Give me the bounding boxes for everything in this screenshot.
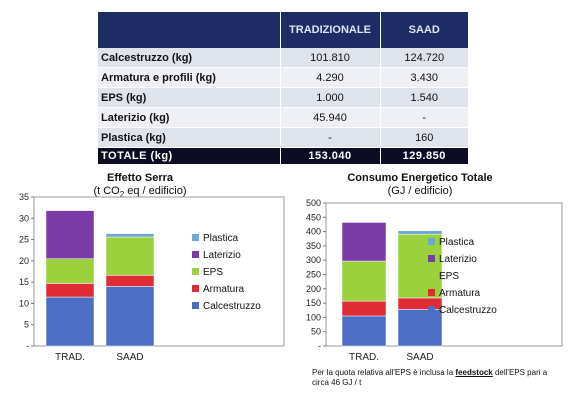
chart1-category-label: SAAD (116, 352, 143, 363)
legend-swatch-armatura (192, 285, 199, 292)
cell-trad: 4.290 (279, 67, 380, 88)
chart2-ytick-label: 350 (306, 241, 321, 251)
chart1-ytick-label: 25 (19, 235, 29, 245)
legend-swatch-armatura (428, 289, 435, 296)
chart1-category-label: TRAD. (55, 352, 85, 363)
chart1-ytick-label: 5 (24, 320, 29, 330)
table-row: Armatura e profili (kg) 4.290 3.430 (98, 67, 468, 88)
bar-segment-plastica (397, 230, 443, 235)
table-row: EPS (kg) 1.000 1.540 (98, 87, 468, 108)
row-label: EPS (kg) (98, 87, 280, 108)
bar-segment-calcestruzzo (341, 315, 387, 347)
legend-label-plastica: Plastica (203, 233, 238, 244)
bar-segment-calcestruzzo (105, 286, 155, 347)
chart2-title: Consumo Energetico Totale (347, 172, 493, 184)
chart2-subtitle: (GJ / edificio) (387, 185, 453, 197)
chart1-ytick-label: 30 (19, 213, 29, 223)
legend-swatch-laterizio (192, 251, 199, 258)
chart2-ytick-label: 300 (306, 255, 321, 265)
chart2-category-label: SAAD (406, 352, 433, 363)
chart1-ytick-label: 20 (19, 256, 29, 266)
chart2-ytick-label: 200 (306, 284, 321, 294)
chart2-ytick-label: 250 (306, 270, 321, 280)
bar-segment-armatura (105, 275, 155, 287)
chart2-category-label: TRAD. (349, 352, 379, 363)
table-header-row: TRADIZIONALE SAAD (98, 12, 468, 48)
bar-segment-armatura (397, 297, 443, 310)
total-saad: 129.850 (379, 147, 468, 165)
feedstock-term: feedstock (455, 368, 493, 377)
bar-segment-armatura (45, 283, 95, 298)
chart2-ytick-label: 50 (311, 327, 321, 337)
cell-saad: 160 (379, 127, 468, 148)
legend-label-calcestruzzo: Calcestruzzo (203, 301, 261, 312)
chart2-ytick-label: 150 (306, 298, 321, 308)
chart1-ytick-label: - (26, 341, 29, 351)
bar-segment-calcestruzzo (397, 309, 443, 347)
legend-label-laterizio: Laterizio (439, 254, 477, 265)
row-label: Plastica (kg) (98, 127, 280, 148)
total-trad: 153.040 (279, 147, 380, 165)
chart1-title-block: Effetto Serra (t CO2 eq / edificio) (40, 172, 240, 201)
row-label: Calcestruzzo (kg) (98, 48, 280, 68)
chart1-subtitle: (t CO2 eq / edificio) (93, 185, 187, 200)
legend-label-laterizio: Laterizio (203, 250, 241, 261)
bar-segment-laterizio (341, 222, 387, 262)
legend-swatch-eps (192, 268, 199, 275)
bar-segment-calcestruzzo (45, 296, 95, 347)
bar-segment-armatura (341, 300, 387, 317)
cell-saad: 124.720 (379, 48, 468, 68)
bar-segment-laterizio (45, 210, 95, 259)
bar-segment-eps (105, 236, 155, 276)
legend-swatch-calcestruzzo (192, 302, 199, 309)
materials-table: TRADIZIONALE SAAD Calcestruzzo (kg) 101.… (98, 12, 468, 165)
cell-trad: 101.810 (279, 48, 380, 68)
footnote: Per la quota relativa all'EPS è inclusa … (312, 368, 548, 387)
cell-saad: - (379, 107, 468, 128)
bar-segment-plastica (105, 233, 155, 238)
cell-saad: 1.540 (379, 87, 468, 108)
table-row: Calcestruzzo (kg) 101.810 124.720 (98, 48, 468, 68)
bar-segment-eps (397, 233, 443, 299)
chart2-ytick-label: 100 (306, 312, 321, 322)
cell-saad: 3.430 (379, 67, 468, 88)
table-total-row: TOTALE (kg) 153.040 129.850 (98, 147, 468, 165)
row-label: Laterizio (kg) (98, 107, 280, 128)
cell-trad: - (279, 127, 380, 148)
chart1-ytick-label: 10 (19, 298, 29, 308)
chart2-ytick-label: 500 (306, 198, 321, 208)
legend-label-armatura: Armatura (203, 284, 245, 295)
chart2-ytick-label: 450 (306, 212, 321, 222)
chart1-title: Effetto Serra (106, 172, 174, 184)
chart1-plot-frame (33, 196, 285, 347)
chart1-ytick-label: 35 (19, 192, 29, 202)
chart2-title-block: Consumo Energetico Totale (GJ / edificio… (320, 172, 520, 198)
legend-label-eps: EPS (203, 267, 223, 278)
chart2-ytick-label: 400 (306, 227, 321, 237)
cell-trad: 45.940 (279, 107, 380, 128)
table-row: Plastica (kg) - 160 (98, 127, 468, 148)
chart1-ytick-label: 15 (19, 277, 29, 287)
legend-swatch-calcestruzzo (428, 306, 435, 313)
legend-swatch-plastica (428, 238, 435, 245)
legend-label-calcestruzzo: Calcestruzzo (439, 305, 497, 316)
legend-swatch-eps (428, 272, 435, 279)
header-blank (98, 12, 280, 48)
legend-label-plastica: Plastica (439, 237, 474, 248)
bar-segment-eps (341, 260, 387, 302)
cell-trad: 1.000 (279, 87, 380, 108)
header-tradizionale: TRADIZIONALE (279, 12, 380, 48)
chart2-ytick-label: - (318, 341, 321, 351)
bar-segment-eps (45, 258, 95, 284)
header-saad: SAAD (379, 12, 468, 48)
legend-swatch-plastica (192, 234, 199, 241)
row-label: Armatura e profili (kg) (98, 67, 280, 88)
table-row: Laterizio (kg) 45.940 - (98, 107, 468, 128)
legend-swatch-laterizio (428, 255, 435, 262)
legend-label-armatura: Armatura (439, 288, 481, 299)
total-label: TOTALE (kg) (98, 147, 280, 165)
legend-label-eps: EPS (439, 271, 459, 282)
